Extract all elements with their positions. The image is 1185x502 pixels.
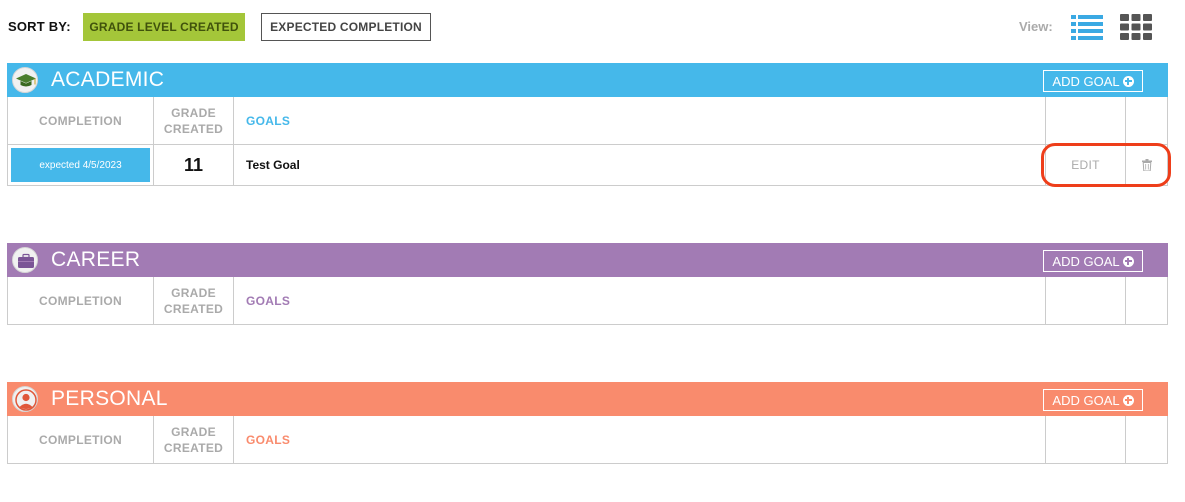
- delete-header: [1126, 416, 1167, 463]
- completion-header: COMPLETION: [8, 277, 154, 324]
- plus-circle-icon: [1122, 255, 1134, 267]
- grade-created-header: GRADE CREATED: [154, 416, 234, 463]
- sort-by-label: SORT BY:: [8, 19, 71, 34]
- table-row: expected 4/5/2023 11 Test Goal EDIT: [8, 145, 1167, 186]
- person-icon: [12, 386, 38, 412]
- goal-name-cell[interactable]: Test Goal: [234, 145, 1046, 185]
- career-add-goal-button[interactable]: ADD GOAL: [1043, 250, 1143, 272]
- personal-add-goal-button[interactable]: ADD GOAL: [1043, 389, 1143, 411]
- list-view-icon[interactable]: [1070, 13, 1104, 41]
- academic-goals-table: COMPLETION GRADE CREATED GOALS expected 4…: [7, 97, 1168, 186]
- trash-icon[interactable]: [1141, 159, 1152, 171]
- expected-date-badge: expected 4/5/2023: [11, 148, 150, 182]
- sort-grade-level-button[interactable]: GRADE LEVEL CREATED: [83, 13, 245, 41]
- completion-cell: expected 4/5/2023: [8, 145, 154, 185]
- academic-header: ACADEMIC ADD GOAL: [7, 63, 1168, 97]
- table-header-row: COMPLETION GRADE CREATED GOALS: [8, 277, 1167, 325]
- edit-button[interactable]: EDIT: [1071, 158, 1100, 172]
- personal-title: PERSONAL: [51, 387, 168, 410]
- add-goal-label: ADD GOAL: [1052, 73, 1120, 89]
- personal-header: PERSONAL ADD GOAL: [7, 382, 1168, 416]
- plus-circle-icon: [1122, 75, 1134, 87]
- plus-circle-icon: [1122, 394, 1134, 406]
- academic-title: ACADEMIC: [51, 68, 165, 91]
- goals-header: GOALS: [234, 277, 1046, 324]
- goals-header: GOALS: [234, 416, 1046, 463]
- edit-header: [1046, 416, 1126, 463]
- goals-header: GOALS: [234, 97, 1046, 144]
- grade-created-header: GRADE CREATED: [154, 277, 234, 324]
- completion-header: COMPLETION: [8, 416, 154, 463]
- sort-bar: SORT BY: GRADE LEVEL CREATED EXPECTED CO…: [0, 0, 1185, 56]
- career-section: CAREER ADD GOAL COMPLETION GRADE CREATED …: [7, 243, 1168, 325]
- table-header-row: COMPLETION GRADE CREATED GOALS: [8, 97, 1167, 145]
- table-header-row: COMPLETION GRADE CREATED GOALS: [8, 416, 1167, 464]
- add-goal-label: ADD GOAL: [1052, 253, 1120, 269]
- edit-header: [1046, 97, 1126, 144]
- career-title: CAREER: [51, 248, 141, 271]
- personal-goals-table: COMPLETION GRADE CREATED GOALS: [7, 416, 1168, 464]
- edit-cell: EDIT: [1046, 145, 1126, 185]
- grid-view-icon[interactable]: [1119, 13, 1153, 41]
- sort-expected-completion-button[interactable]: EXPECTED COMPLETION: [261, 13, 431, 41]
- briefcase-icon: [12, 247, 38, 273]
- grade-created-header: GRADE CREATED: [154, 97, 234, 144]
- academic-add-goal-button[interactable]: ADD GOAL: [1043, 70, 1143, 92]
- personal-section: PERSONAL ADD GOAL COMPLETION GRADE CREATE…: [7, 382, 1168, 464]
- career-goals-table: COMPLETION GRADE CREATED GOALS: [7, 277, 1168, 325]
- grade-cell: 11: [154, 145, 234, 185]
- delete-cell: [1126, 145, 1167, 185]
- delete-header: [1126, 277, 1167, 324]
- completion-header: COMPLETION: [8, 97, 154, 144]
- academic-section: ACADEMIC ADD GOAL COMPLETION GRADE CREATE…: [7, 63, 1168, 186]
- delete-header: [1126, 97, 1167, 144]
- graduation-cap-icon: [12, 67, 38, 93]
- edit-header: [1046, 277, 1126, 324]
- career-header: CAREER ADD GOAL: [7, 243, 1168, 277]
- add-goal-label: ADD GOAL: [1052, 392, 1120, 408]
- view-label: View:: [1019, 19, 1053, 34]
